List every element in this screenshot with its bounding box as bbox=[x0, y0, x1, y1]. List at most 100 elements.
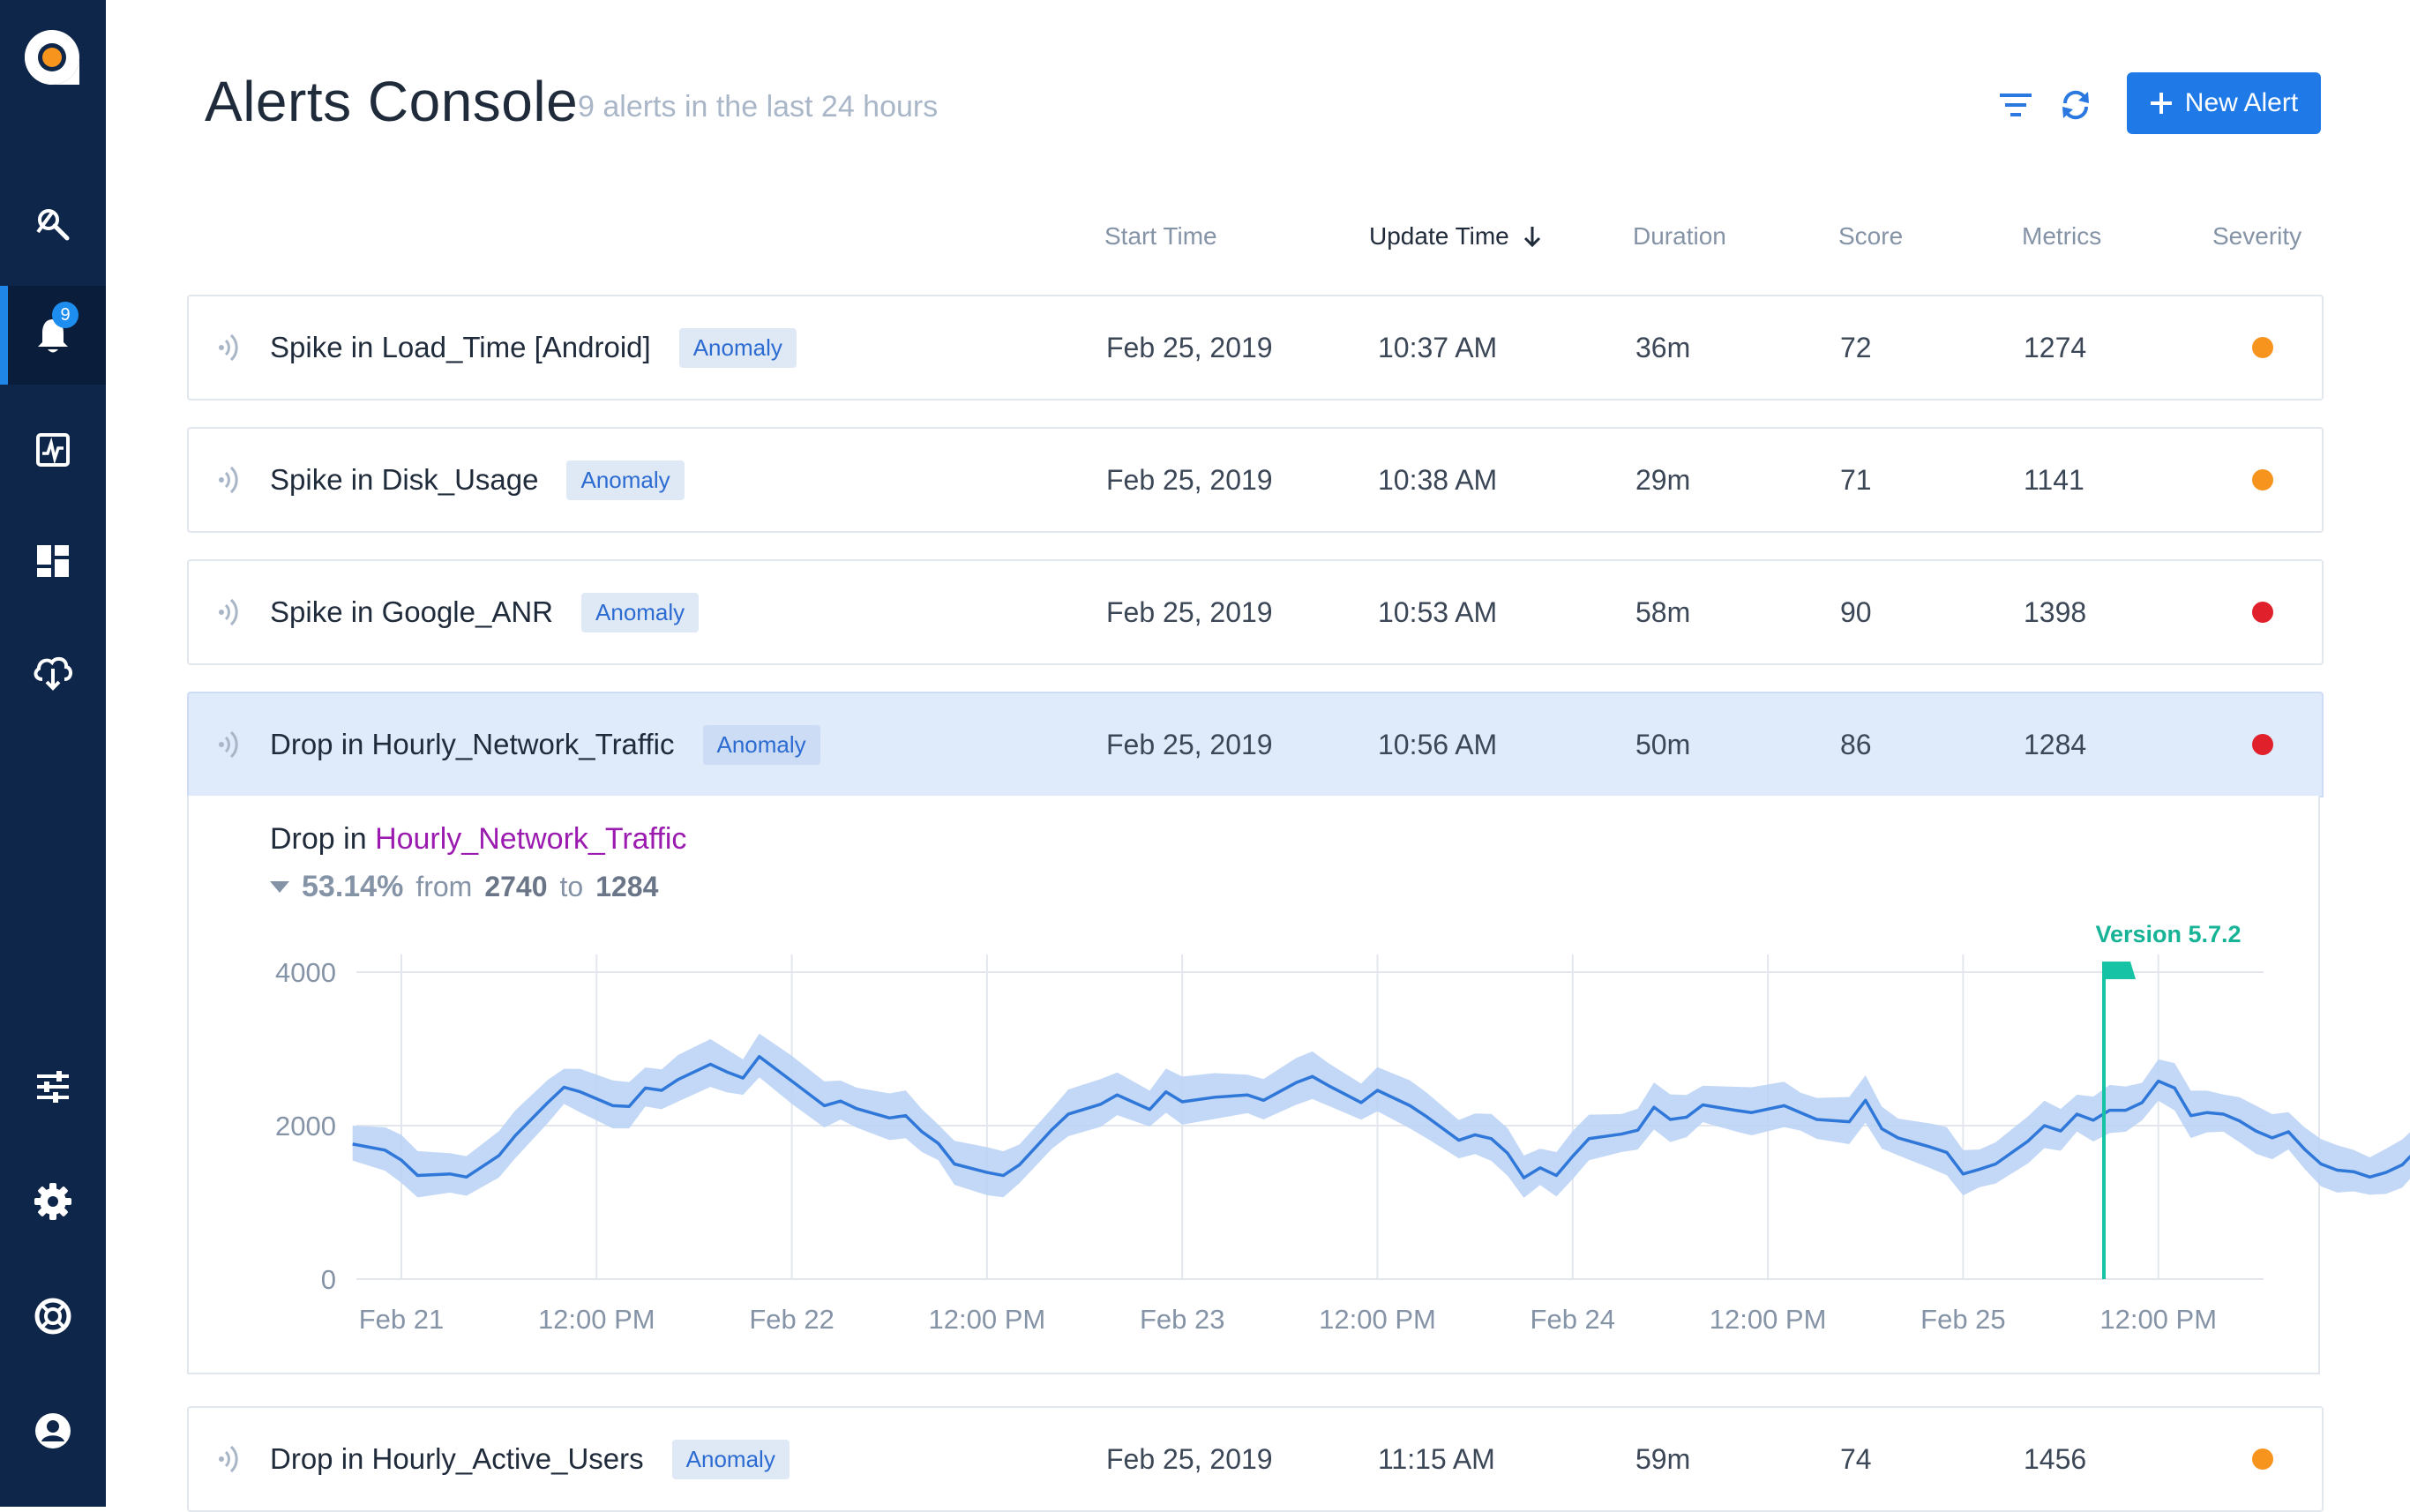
update-time: 11:15 AM bbox=[1378, 1442, 1495, 1475]
signal-icon bbox=[219, 730, 238, 759]
change-to-word: to bbox=[559, 871, 584, 902]
alert-name: Drop in Hourly_Network_Traffic bbox=[270, 728, 675, 760]
caret-down-icon bbox=[270, 880, 289, 893]
alert-name: Drop in Hourly_Active_Users bbox=[270, 1442, 644, 1475]
update-time: 10:53 AM bbox=[1378, 595, 1498, 628]
change-from-value: 2740 bbox=[484, 871, 548, 902]
anomaly-badge: Anomaly bbox=[671, 1439, 790, 1479]
alert-row[interactable]: Spike in Google_ANR Anomaly Feb 25, 2019… bbox=[187, 559, 2324, 665]
start-time: Feb 25, 2019 bbox=[1106, 331, 1273, 363]
duration: 58m bbox=[1635, 595, 1691, 628]
version-annotation-label: Version 5.7.2 bbox=[2095, 921, 2241, 947]
x-tick-label: Feb 21 bbox=[359, 1304, 445, 1335]
refresh-icon[interactable] bbox=[2059, 88, 2092, 122]
column-score[interactable]: Score bbox=[1838, 222, 1904, 250]
alert-title-cell: Spike in Load_Time [Android] Anomaly bbox=[270, 296, 797, 399]
score: 72 bbox=[1840, 331, 1872, 363]
duration: 59m bbox=[1635, 1442, 1691, 1475]
metrics-count: 1274 bbox=[2024, 331, 2087, 363]
sidebar-item-dashboards[interactable] bbox=[0, 512, 106, 610]
start-time: Feb 25, 2019 bbox=[1106, 1442, 1273, 1475]
column-duration[interactable]: Duration bbox=[1633, 222, 1726, 250]
sidebar-item-settings[interactable] bbox=[0, 1152, 106, 1251]
severity-dot bbox=[2252, 469, 2273, 490]
x-tick-label: Feb 23 bbox=[1140, 1304, 1225, 1335]
user-avatar-icon bbox=[35, 1413, 71, 1448]
update-time: 10:56 AM bbox=[1378, 728, 1498, 760]
logo-icon[interactable] bbox=[23, 28, 81, 86]
x-tick-label: Feb 25 bbox=[1920, 1304, 2006, 1335]
alerts-count-badge: 9 bbox=[52, 302, 79, 328]
x-tick-label: 12:00 PM bbox=[538, 1304, 655, 1335]
start-time: Feb 25, 2019 bbox=[1106, 463, 1273, 496]
alert-title-cell: Spike in Google_ANR Anomaly bbox=[270, 561, 700, 663]
x-tick-label: Feb 22 bbox=[749, 1304, 835, 1335]
update-time: 10:38 AM bbox=[1378, 463, 1498, 496]
duration: 29m bbox=[1635, 463, 1691, 496]
duration: 50m bbox=[1635, 728, 1691, 760]
sidebar-item-data-sources[interactable] bbox=[0, 623, 106, 722]
alert-title-cell: Drop in Hourly_Active_Users Anomaly bbox=[270, 1408, 790, 1510]
signal-icon bbox=[219, 466, 238, 494]
sidebar-item-profile[interactable] bbox=[0, 1381, 106, 1480]
alert-row[interactable]: Spike in Disk_Usage Anomaly Feb 25, 2019… bbox=[187, 427, 2324, 533]
signal-icon bbox=[219, 598, 238, 626]
dashboard-icon bbox=[37, 545, 69, 577]
x-tick-label: 12:00 PM bbox=[1319, 1304, 1436, 1335]
page-title: Alerts Console bbox=[205, 70, 579, 133]
pulse-chart-icon bbox=[36, 433, 70, 467]
metrics-count: 1398 bbox=[2024, 595, 2087, 628]
column-update-time-label: Update Time bbox=[1369, 222, 1509, 250]
column-update-time[interactable]: Update Time bbox=[1369, 222, 1543, 251]
alert-name: Spike in Disk_Usage bbox=[270, 463, 539, 496]
detail-metric-link[interactable]: Hourly_Network_Traffic bbox=[375, 822, 687, 856]
cloud-download-icon bbox=[34, 656, 72, 691]
filter-icon[interactable] bbox=[1999, 92, 2032, 118]
sort-down-arrow-icon bbox=[1523, 227, 1540, 248]
severity-dot bbox=[2252, 337, 2273, 358]
alert-row[interactable]: Drop in Hourly_Active_Users Anomaly Feb … bbox=[187, 1406, 2324, 1512]
gear-icon bbox=[34, 1183, 71, 1220]
sidebar-item-help[interactable] bbox=[0, 1267, 106, 1366]
start-time: Feb 25, 2019 bbox=[1106, 728, 1273, 760]
anomaly-badge: Anomaly bbox=[581, 592, 700, 632]
alert-row[interactable]: Spike in Load_Time [Android] Anomaly Feb… bbox=[187, 295, 2324, 400]
sidebar-item-monitoring[interactable] bbox=[0, 400, 106, 499]
x-tick-label: 12:00 PM bbox=[2099, 1304, 2217, 1335]
sliders-icon bbox=[37, 1071, 69, 1103]
metrics-count: 1284 bbox=[2024, 728, 2087, 760]
alert-row-expanded[interactable]: Drop in Hourly_Network_Traffic Anomaly F… bbox=[187, 692, 2324, 797]
severity-dot bbox=[2252, 734, 2273, 755]
detail-prefix: Drop in bbox=[270, 822, 367, 856]
duration: 36m bbox=[1635, 331, 1691, 363]
new-alert-label: New Alert bbox=[2184, 88, 2299, 117]
severity-dot bbox=[2252, 602, 2273, 623]
explore-icon bbox=[36, 209, 70, 241]
column-severity[interactable]: Severity bbox=[2212, 222, 2302, 250]
metrics-count: 1456 bbox=[2024, 1442, 2087, 1475]
alert-name: Spike in Google_ANR bbox=[270, 595, 554, 628]
column-start-time[interactable]: Start Time bbox=[1104, 222, 1217, 250]
metrics-count: 1141 bbox=[2024, 463, 2084, 496]
change-to-value: 1284 bbox=[595, 871, 659, 902]
update-time: 10:37 AM bbox=[1378, 331, 1498, 363]
column-metrics[interactable]: Metrics bbox=[2022, 222, 2102, 250]
sidebar-item-alerts[interactable]: 9 bbox=[0, 286, 106, 385]
detail-change: 53.14% from 2740 to 1284 bbox=[270, 870, 658, 904]
plus-icon bbox=[2150, 93, 2172, 114]
anomaly-badge: Anomaly bbox=[702, 724, 820, 765]
traffic-chart: 0 2000 4000 Feb 21 12:00 PM Feb 22 12:00 PM Feb… bbox=[275, 921, 2410, 1335]
x-tick-label: 12:00 PM bbox=[1710, 1304, 1827, 1335]
change-from-word: from bbox=[415, 871, 473, 902]
anomaly-badge: Anomaly bbox=[566, 460, 685, 500]
alert-name: Spike in Load_Time [Android] bbox=[270, 331, 651, 363]
signal-icon bbox=[219, 333, 238, 362]
new-alert-button[interactable]: New Alert bbox=[2127, 72, 2321, 134]
sidebar-item-explore[interactable] bbox=[0, 175, 106, 273]
y-tick-label: 4000 bbox=[275, 957, 336, 988]
sidebar-item-configure[interactable] bbox=[0, 1037, 106, 1136]
help-ring-icon bbox=[34, 1298, 71, 1335]
anomaly-badge: Anomaly bbox=[678, 327, 797, 368]
change-percent: 53.14% bbox=[302, 870, 404, 903]
x-tick-label: Feb 24 bbox=[1531, 1304, 1616, 1335]
